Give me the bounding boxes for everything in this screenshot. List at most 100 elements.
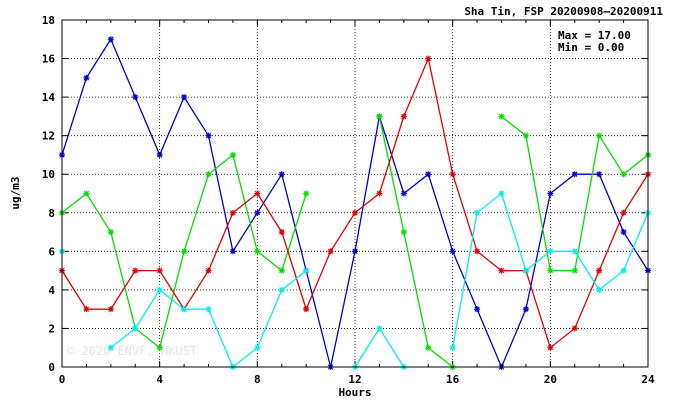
data-point xyxy=(425,55,432,62)
data-point xyxy=(425,171,432,178)
y-tick-label: 10 xyxy=(42,168,55,181)
y-tick-label: 8 xyxy=(48,207,55,220)
data-point xyxy=(449,344,456,351)
data-point xyxy=(205,267,212,274)
min-label: Min = 0.00 xyxy=(558,41,624,54)
data-point xyxy=(571,248,578,255)
y-tick-label: 6 xyxy=(48,245,55,258)
data-point xyxy=(474,248,481,255)
data-point xyxy=(229,209,236,216)
data-point xyxy=(156,344,163,351)
data-point xyxy=(522,132,529,139)
data-point xyxy=(132,94,139,101)
data-point xyxy=(596,132,603,139)
y-tick-label: 4 xyxy=(48,284,55,297)
max-label: Max = 17.00 xyxy=(558,29,631,42)
y-tick-label: 18 xyxy=(42,14,55,27)
watermark: © 2020 ENVF, HKUST xyxy=(67,344,197,358)
x-tick-label: 8 xyxy=(254,373,261,386)
data-point xyxy=(522,267,529,274)
data-point xyxy=(107,344,114,351)
grid xyxy=(61,19,649,368)
data-point xyxy=(83,190,90,197)
series-line xyxy=(354,327,405,368)
x-tick-label: 24 xyxy=(641,373,655,386)
y-tick-label: 2 xyxy=(48,322,55,335)
data-point xyxy=(278,286,285,293)
data-point xyxy=(229,151,236,158)
data-point xyxy=(303,306,310,313)
data-point xyxy=(376,113,383,120)
series-2 xyxy=(59,113,651,370)
x-axis-label: Hours xyxy=(338,386,371,399)
data-point xyxy=(83,74,90,81)
data-point xyxy=(156,286,163,293)
data-point xyxy=(107,36,114,43)
series-line xyxy=(378,116,454,368)
data-point xyxy=(352,209,358,216)
data-point xyxy=(107,306,114,313)
data-point xyxy=(474,306,481,313)
data-point xyxy=(400,113,407,120)
data-point xyxy=(107,229,114,236)
data-point xyxy=(278,171,285,178)
data-point xyxy=(254,248,261,255)
data-point xyxy=(596,267,603,274)
data-point xyxy=(571,171,578,178)
data-point xyxy=(156,151,163,158)
x-tick-labels: 0 4 8 12 16 20 24 xyxy=(59,373,655,386)
data-point xyxy=(400,190,407,197)
data-point xyxy=(132,267,139,274)
data-point xyxy=(620,229,627,236)
chart-title: Sha Tin, FSP 20200908–20200911 xyxy=(464,5,663,18)
x-tick-label: 16 xyxy=(446,373,460,386)
x-tick-label: 4 xyxy=(156,373,163,386)
data-point xyxy=(327,248,334,255)
data-point xyxy=(181,94,188,101)
data-point xyxy=(547,344,554,351)
y-axis-label: ug/m3 xyxy=(9,176,22,209)
y-tick-label: 12 xyxy=(42,130,55,143)
data-point xyxy=(425,344,432,351)
x-tick-label: 20 xyxy=(544,373,557,386)
data-point xyxy=(303,190,310,197)
data-point xyxy=(254,209,261,216)
data-point xyxy=(156,267,163,274)
data-point xyxy=(498,113,505,120)
data-point xyxy=(254,344,261,351)
y-tick-label: 14 xyxy=(42,91,56,104)
y-tick-labels: 0 2 4 6 8 10 12 14 16 18 xyxy=(42,14,56,374)
data-point xyxy=(205,132,212,139)
data-point xyxy=(547,248,554,255)
data-point xyxy=(376,325,383,332)
y-tick-label: 16 xyxy=(42,53,56,66)
data-point xyxy=(547,190,554,197)
data-point xyxy=(83,306,90,313)
data-point xyxy=(376,190,383,197)
data-point xyxy=(181,306,188,313)
data-point xyxy=(449,248,456,255)
data-point xyxy=(498,267,505,274)
data-point xyxy=(205,306,212,313)
x-tick-label: 12 xyxy=(348,373,361,386)
data-point xyxy=(132,325,139,332)
data-point xyxy=(620,171,627,178)
data-point xyxy=(449,171,456,178)
data-point xyxy=(205,171,212,178)
y-tick-label: 0 xyxy=(48,361,55,374)
data-point xyxy=(596,286,603,293)
data-point xyxy=(278,229,285,236)
data-point xyxy=(400,229,407,236)
data-point xyxy=(303,267,310,274)
data-point xyxy=(547,267,554,274)
data-point xyxy=(596,171,603,178)
series-line xyxy=(501,115,649,272)
data-point xyxy=(229,248,236,255)
data-point xyxy=(474,209,481,216)
data-point xyxy=(498,190,505,197)
plot-frame xyxy=(61,19,649,368)
data-point xyxy=(254,190,261,197)
data-point xyxy=(352,248,358,255)
data-point xyxy=(571,325,578,332)
data-point xyxy=(571,267,578,274)
